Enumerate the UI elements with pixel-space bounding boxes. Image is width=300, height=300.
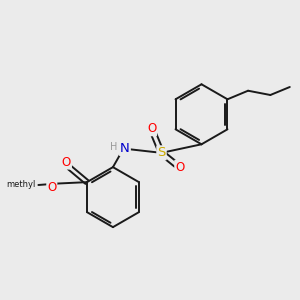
Text: N: N [120,142,130,155]
Text: O: O [47,182,56,194]
Text: O: O [147,122,156,135]
Text: H: H [110,142,117,152]
Text: O: O [62,156,71,169]
Text: S: S [157,146,166,159]
Text: O: O [175,160,184,174]
Text: methyl: methyl [7,180,36,189]
